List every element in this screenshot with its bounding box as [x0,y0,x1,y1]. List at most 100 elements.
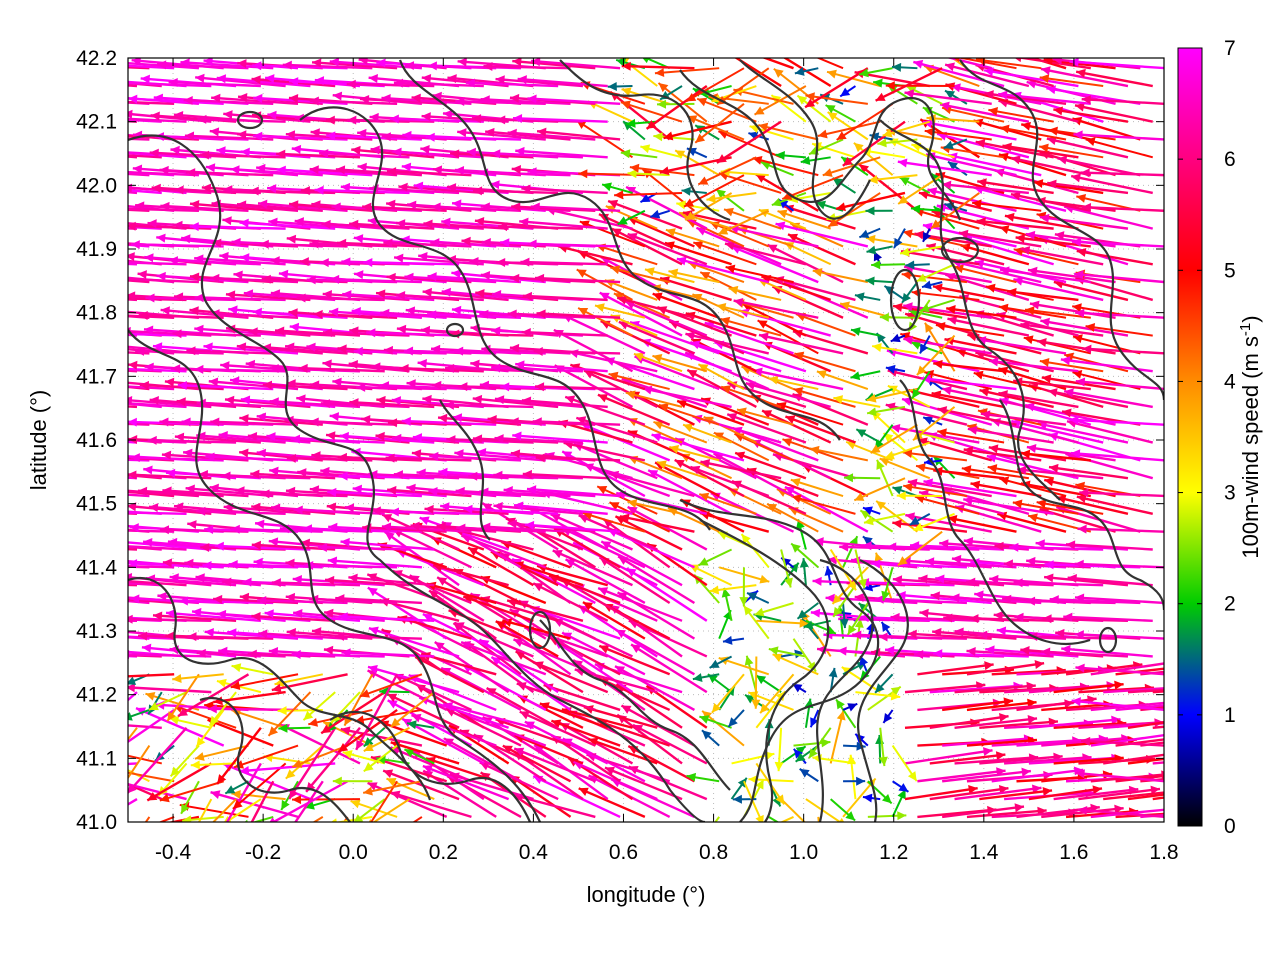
wind-arrow [144,816,151,822]
wind-arrow [320,399,410,409]
wind-arrow [907,478,992,498]
wind-arrow [950,58,968,70]
wind-arrow [822,156,881,177]
wind-arrow [534,382,621,392]
contour-line [128,329,541,822]
wind-arrow [524,520,621,533]
wind-arrow [961,465,1030,480]
wind-arrow [784,485,869,533]
wind-arrow [205,452,299,462]
wind-arrow [728,285,782,301]
wind-arrow [128,476,138,480]
wind-arrow [128,402,187,409]
wind-arrow [145,293,237,303]
wind-arrow [128,332,187,337]
wind-arrow [761,409,832,444]
wind-arrow [775,151,806,161]
wind-arrow [162,486,249,498]
wind-arrow [905,260,930,270]
wind-arrow [382,769,460,801]
wind-arrow [853,477,906,502]
wind-arrow [324,575,410,587]
y-tick-label: 41.7 [76,365,117,388]
wind-arrow [674,149,720,177]
wind-arrow [698,492,757,515]
wind-arrow [564,395,646,426]
wind-arrow [186,346,274,356]
wind-arrow [128,473,162,480]
wind-arrow [236,342,323,355]
wind-arrow [825,104,856,123]
wind-arrow [290,434,385,444]
wind-arrow [1065,540,1153,551]
wind-arrow [799,558,809,586]
wind-arrow [156,233,249,248]
wind-arrow [885,364,906,374]
wind-arrow [787,233,856,266]
wind-arrow [166,673,200,722]
wind-arrow [947,160,968,176]
contour-line [879,119,1061,501]
wind-arrow [1020,320,1104,337]
wind-arrow [726,413,807,444]
wind-arrow [929,784,1009,801]
wind-arrow [1020,449,1091,462]
wind-arrow [832,584,857,618]
wind-arrow [599,291,683,337]
wind-arrow [966,660,1045,676]
wind-arrow [352,484,447,498]
wind-arrow [225,290,311,302]
wind-arrow [128,458,150,462]
wind-arrow [366,328,460,338]
wind-arrow [937,428,1005,444]
wind-arrow [268,217,361,230]
wind-arrow [251,611,336,623]
wind-arrow [909,512,931,526]
wind-arrow [784,415,856,444]
x-axis-label: longitude (°) [587,882,706,907]
wind-arrow [393,470,484,480]
wind-arrow [654,67,720,78]
wind-arrow [161,450,249,462]
wind-arrow [302,524,398,534]
wind-arrow [494,434,583,444]
y-axis-label: latitude (°) [26,390,51,491]
wind-arrow [530,58,621,70]
wind-arrow [128,64,175,70]
wind-arrow [597,587,683,622]
wind-arrow [686,368,757,408]
wind-arrow [600,540,683,587]
wind-arrow [976,336,1067,355]
wind-arrow [422,287,509,302]
wind-arrow [411,713,497,747]
wind-arrow [187,632,274,642]
wind-arrow [406,720,435,730]
wind-arrow [967,425,1054,444]
wind-arrow [425,132,522,142]
contour-loop [940,236,980,264]
wind-arrow [863,512,906,526]
wind-arrow [349,398,435,409]
wind-arrow [665,228,720,248]
wind-arrow [694,103,745,144]
contour-line [959,59,1164,401]
wind-arrow [128,405,138,409]
wind-arrow [430,238,522,248]
wind-arrow [611,227,683,266]
wind-arrow [842,702,858,712]
wind-arrow [446,435,534,445]
wind-arrow [617,209,646,226]
wind-arrow [1127,688,1164,694]
wind-arrow [734,58,782,88]
wind-arrow [128,683,212,694]
wind-arrow [1090,662,1164,676]
wind-arrow [963,496,1054,516]
wind-arrow [224,780,249,795]
wind-arrow [903,335,992,355]
wind-arrow [627,505,708,551]
wind-arrow [924,127,992,141]
wind-arrow [128,66,150,70]
wind-arrow [874,594,967,605]
wind-arrow [862,506,881,515]
wind-arrow [128,396,212,409]
